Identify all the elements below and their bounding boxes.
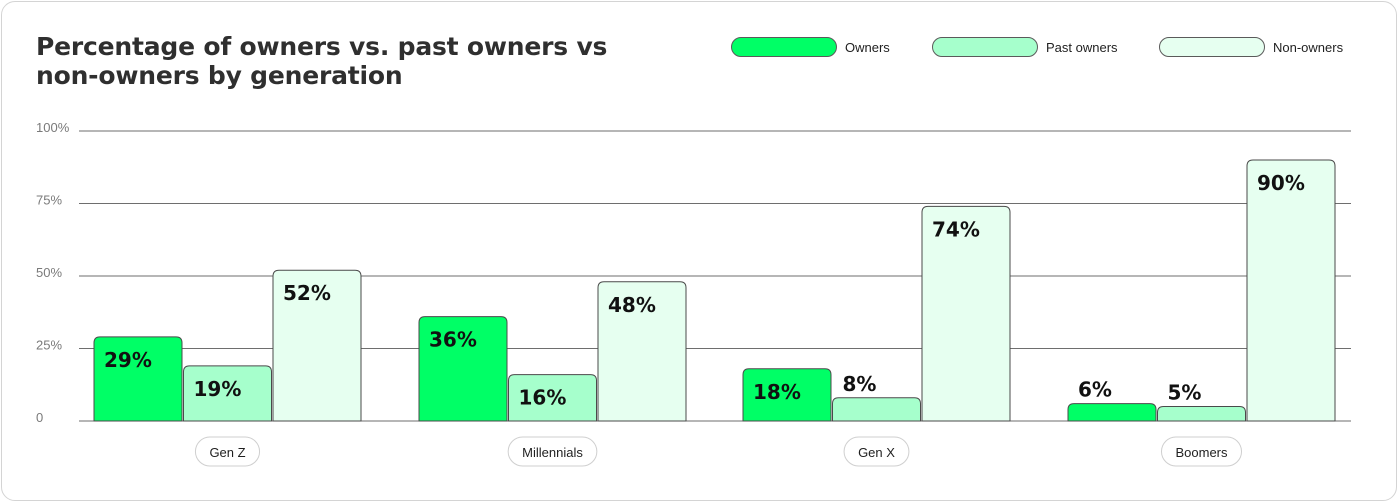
legend-item-non-owners: Non-owners [1159, 35, 1343, 59]
bar-gen-z-non-owners [272, 269, 362, 422]
bar-gen-x-non-owners [921, 205, 1011, 422]
category-pill [843, 436, 910, 467]
chart-title: Percentage of owners vs. past owners vs … [36, 32, 608, 90]
bar-boomers-non-owners [1246, 159, 1336, 422]
data-label: 90% [1257, 171, 1305, 195]
bar-millennials-past-owners [508, 374, 597, 422]
data-label: 8% [843, 372, 877, 396]
bar-gen-z-owners [93, 336, 183, 422]
data-label: 36% [429, 328, 477, 352]
data-label: 19% [194, 377, 242, 401]
data-label: 74% [932, 217, 980, 241]
data-label: 5% [1168, 381, 1202, 405]
bar-boomers-owners [1067, 403, 1157, 422]
y-tick-label: 50% [36, 265, 62, 280]
y-tick-label: 75% [36, 193, 62, 208]
category-pill [507, 436, 598, 467]
data-label: 18% [753, 380, 801, 404]
bar-millennials-non-owners [597, 281, 687, 422]
data-label: 6% [1078, 378, 1112, 402]
category-pill [1160, 436, 1243, 467]
category-label: Gen X [858, 445, 895, 460]
category-pill [194, 436, 261, 467]
bar-boomers-past-owners [1157, 406, 1246, 422]
legend-label-non-owners: Non-owners [1273, 39, 1344, 55]
data-label: 16% [519, 386, 567, 410]
legend: Owners Past owners Non-owners [0, 35, 1400, 59]
legend-label-past-owners: Past owners [1046, 39, 1118, 55]
bar-millennials-owners [418, 316, 508, 422]
legend-swatch-past-owners [932, 37, 1038, 57]
category-label: Gen Z [209, 445, 245, 460]
legend-swatch-owners [731, 37, 837, 57]
data-label: 52% [283, 281, 331, 305]
bar-gen-z-past-owners [183, 365, 272, 422]
y-tick-label: 0 [36, 410, 43, 425]
y-tick-label: 100% [36, 120, 70, 135]
data-label: 29% [104, 348, 152, 372]
legend-item-past-owners: Past owners [932, 35, 1118, 59]
data-label: 48% [608, 293, 656, 317]
bar-gen-x-owners [742, 368, 832, 422]
category-label: Millennials [522, 445, 583, 460]
legend-item-owners: Owners [731, 35, 890, 59]
y-tick-label: 25% [36, 338, 62, 353]
legend-swatch-non-owners [1159, 37, 1265, 57]
legend-label-owners: Owners [845, 39, 890, 55]
category-label: Boomers [1175, 445, 1228, 460]
bar-gen-x-past-owners [832, 397, 921, 422]
